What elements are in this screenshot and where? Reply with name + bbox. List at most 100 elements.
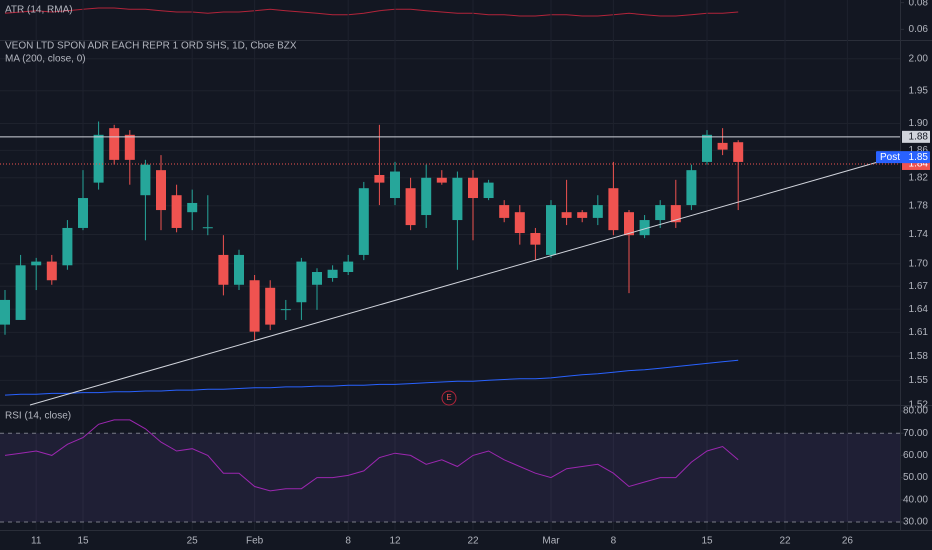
y-tick-label: 1.55 xyxy=(909,375,929,386)
x-tick-label: 12 xyxy=(389,536,401,547)
candle-body xyxy=(561,212,572,218)
y-tick-label: 1.95 xyxy=(909,85,929,96)
candle-body xyxy=(234,254,244,285)
candle-body xyxy=(655,205,666,221)
earnings-label: E xyxy=(446,393,451,402)
candle-body xyxy=(15,265,26,320)
y-tick-label: 2.00 xyxy=(909,53,929,64)
post-box xyxy=(876,151,930,164)
x-tick-label: 8 xyxy=(345,536,351,547)
candle-body xyxy=(202,227,213,229)
hline-label-box xyxy=(902,130,930,143)
candle-body xyxy=(93,134,104,183)
post-price: 1.85 xyxy=(909,152,929,163)
x-tick-label: 8 xyxy=(611,536,617,547)
candle-body xyxy=(0,299,10,325)
y-tick-label: 1.64 xyxy=(909,304,929,315)
candle-body xyxy=(452,177,463,221)
candle-body xyxy=(514,212,525,234)
x-tick-label: 22 xyxy=(467,536,479,547)
y-tick-label: 0.08 xyxy=(909,0,929,8)
candle-body xyxy=(436,177,447,183)
y-tick-label: 1.78 xyxy=(909,200,929,211)
candle-body xyxy=(639,220,650,236)
earnings-marker xyxy=(441,390,457,406)
candle-body xyxy=(468,177,478,199)
candle-body xyxy=(546,205,556,255)
candle-body xyxy=(577,212,588,218)
candle-body xyxy=(327,269,338,278)
y-tick-label: 70.00 xyxy=(903,428,928,439)
x-tick-label: 25 xyxy=(187,536,199,547)
candle-body xyxy=(312,271,322,285)
candle-body xyxy=(140,164,151,196)
y-tick-label: 1.58 xyxy=(909,351,929,362)
candle-body xyxy=(296,261,307,303)
y-tick-label: 1.52 xyxy=(909,400,929,411)
trend-line xyxy=(29,156,896,406)
candle-body xyxy=(31,261,42,266)
rsi-title: RSI (14, close) xyxy=(5,411,71,422)
y-tick-label: 1.67 xyxy=(909,281,929,292)
x-tick-label: 15 xyxy=(701,536,713,547)
y-tick-label: 1.90 xyxy=(909,118,929,129)
candle-body xyxy=(608,188,619,231)
candle-body xyxy=(78,198,88,228)
y-tick-label: 40.00 xyxy=(903,494,928,505)
candle-body xyxy=(62,227,73,266)
y-tick-label: 1.74 xyxy=(909,229,929,240)
y-tick-label: 30.00 xyxy=(903,517,928,528)
x-tick-label: Feb xyxy=(246,536,264,547)
y-tick-label: 1.86 xyxy=(909,145,929,156)
candle-body xyxy=(390,171,400,199)
candle-body xyxy=(109,128,120,160)
candle-body xyxy=(702,134,712,162)
candle-body xyxy=(187,202,198,213)
candle-body xyxy=(358,188,369,255)
y-tick-label: 50.00 xyxy=(903,472,928,483)
candle-body xyxy=(421,177,432,216)
candle-body xyxy=(374,174,385,183)
candle-body xyxy=(670,205,681,223)
candle-body xyxy=(46,261,57,281)
candle-body xyxy=(249,280,260,332)
hline-label: 1.88 xyxy=(909,131,929,142)
main-title: VEON LTD SPON ADR EACH REPR 1 ORD SHS, 1… xyxy=(5,41,297,52)
candle-body xyxy=(156,170,166,211)
y-tick-label: 1.61 xyxy=(909,327,929,338)
candle-body xyxy=(265,287,276,325)
x-tick-label: 11 xyxy=(31,536,42,547)
candle-body xyxy=(686,170,697,206)
candle-body xyxy=(343,261,354,272)
candle-body xyxy=(592,205,603,218)
candle-body xyxy=(624,212,634,236)
candle-body xyxy=(280,309,291,311)
x-tick-label: Mar xyxy=(542,536,560,547)
x-tick-label: 22 xyxy=(779,536,791,547)
x-tick-label: 26 xyxy=(842,536,854,547)
candle-body xyxy=(733,142,744,162)
y-tick-label: 1.82 xyxy=(909,172,929,183)
candle-body xyxy=(717,142,728,150)
y-tick-label: 60.00 xyxy=(903,450,928,461)
candle-body xyxy=(405,188,416,226)
last-price-label: 1.84 xyxy=(909,159,929,170)
y-tick-label: 80.00 xyxy=(903,406,928,417)
indicator-line xyxy=(4,7,739,17)
candle-body xyxy=(171,195,182,228)
candle-body xyxy=(124,134,135,160)
candle-body xyxy=(530,233,541,245)
candle-body xyxy=(499,205,510,218)
rsi-band xyxy=(0,433,900,523)
atr-title: ATR (14, RMA) xyxy=(5,5,73,16)
post-tag: Post xyxy=(880,152,900,163)
candle-body xyxy=(483,182,494,199)
ma-legend: MA (200, close, 0) xyxy=(5,54,86,65)
y-tick-label: 1.70 xyxy=(909,258,929,269)
x-tick-label: 15 xyxy=(77,536,89,547)
moving-average xyxy=(4,359,739,396)
y-tick-label: 0.06 xyxy=(909,24,929,35)
